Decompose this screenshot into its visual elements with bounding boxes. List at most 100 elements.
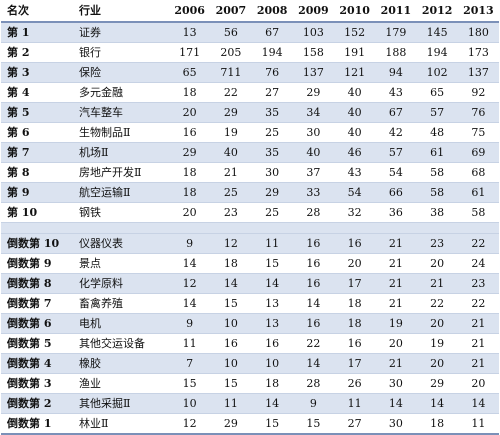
value-cell: 179 (375, 22, 417, 43)
value-cell: 29 (251, 182, 293, 203)
value-cell: 33 (292, 182, 334, 203)
value-cell: 29 (416, 373, 458, 394)
value-cell: 15 (210, 293, 252, 314)
value-cell: 12 (169, 413, 211, 435)
industry-cell: 保险 (73, 62, 169, 83)
table-row: 倒数第 5 其他交运设备 11 16 16 22 16 20 19 21 (1, 333, 499, 354)
value-cell: 15 (210, 373, 252, 394)
value-cell: 191 (334, 42, 376, 63)
value-cell: 20 (375, 333, 417, 354)
value-cell: 103 (292, 22, 334, 43)
value-cell: 29 (210, 102, 252, 123)
value-cell: 19 (210, 122, 252, 143)
industry-cell: 化学原料 (73, 273, 169, 294)
value-cell: 20 (169, 102, 211, 123)
table-row: 倒数第 7 畜禽养殖 14 15 13 14 18 21 22 22 (1, 293, 499, 314)
rank-cell: 倒数第 3 (1, 373, 73, 394)
value-cell: 12 (169, 273, 211, 294)
value-cell: 20 (416, 253, 458, 274)
value-cell: 14 (251, 393, 293, 414)
value-cell: 11 (457, 413, 499, 435)
value-cell: 57 (416, 102, 458, 123)
value-cell: 9 (169, 233, 211, 254)
value-cell: 21 (210, 162, 252, 183)
value-cell: 30 (251, 162, 293, 183)
industry-cell: 钢铁 (73, 202, 169, 223)
value-cell: 25 (251, 122, 293, 143)
value-cell: 67 (375, 102, 417, 123)
value-cell: 194 (251, 42, 293, 63)
spacer-cell (1, 222, 499, 234)
value-cell: 20 (457, 373, 499, 394)
header-row: 名次 行业 2006 2007 2008 2009 2010 2011 2012… (1, 0, 499, 23)
industry-cell: 汽车整车 (73, 102, 169, 123)
value-cell: 7 (169, 353, 211, 374)
value-cell: 10 (251, 353, 293, 374)
rank-cell: 第 8 (1, 162, 73, 183)
table-row: 第 10 钢铁 20 23 25 28 32 36 38 58 (1, 202, 499, 223)
value-cell: 11 (210, 393, 252, 414)
value-cell: 18 (169, 82, 211, 103)
value-cell: 173 (457, 42, 499, 63)
header-year: 2011 (375, 0, 417, 23)
table-row: 倒数第 6 电机 9 10 13 16 18 19 20 21 (1, 313, 499, 334)
value-cell: 21 (457, 333, 499, 354)
value-cell: 94 (375, 62, 417, 83)
header-year: 2012 (416, 0, 458, 23)
value-cell: 27 (251, 82, 293, 103)
rank-cell: 倒数第 5 (1, 333, 73, 354)
value-cell: 21 (375, 273, 417, 294)
industry-cell: 其他交运设备 (73, 333, 169, 354)
table-row: 第 3 保险 65 711 76 137 121 94 102 137 (1, 62, 499, 83)
value-cell: 16 (251, 333, 293, 354)
table-row: 倒数第 9 景点 14 18 15 16 20 21 20 24 (1, 253, 499, 274)
rank-cell: 倒数第 9 (1, 253, 73, 274)
industry-cell: 仪器仪表 (73, 233, 169, 254)
value-cell: 18 (169, 162, 211, 183)
industry-cell: 生物制品Ⅱ (73, 122, 169, 143)
value-cell: 194 (416, 42, 458, 63)
rank-cell: 第 4 (1, 82, 73, 103)
value-cell: 9 (169, 313, 211, 334)
value-cell: 10 (210, 313, 252, 334)
value-cell: 13 (251, 293, 293, 314)
value-cell: 75 (457, 122, 499, 143)
value-cell: 36 (375, 202, 417, 223)
industry-cell: 证券 (73, 22, 169, 43)
value-cell: 14 (457, 393, 499, 414)
value-cell: 18 (169, 182, 211, 203)
value-cell: 16 (292, 313, 334, 334)
value-cell: 102 (416, 62, 458, 83)
rank-cell: 第 6 (1, 122, 73, 143)
value-cell: 18 (251, 373, 293, 394)
value-cell: 37 (292, 162, 334, 183)
value-cell: 25 (251, 202, 293, 223)
value-cell: 14 (169, 253, 211, 274)
value-cell: 61 (457, 182, 499, 203)
rank-cell: 第 10 (1, 202, 73, 223)
value-cell: 35 (251, 142, 293, 163)
value-cell: 20 (334, 253, 376, 274)
value-cell: 61 (416, 142, 458, 163)
value-cell: 58 (457, 202, 499, 223)
value-cell: 13 (251, 313, 293, 334)
value-cell: 13 (169, 22, 211, 43)
rank-cell: 第 1 (1, 22, 73, 43)
value-cell: 32 (334, 202, 376, 223)
header-industry: 行业 (73, 0, 169, 23)
header-rank: 名次 (1, 0, 73, 23)
value-cell: 16 (210, 333, 252, 354)
value-cell: 158 (292, 42, 334, 63)
value-cell: 14 (251, 273, 293, 294)
value-cell: 171 (169, 42, 211, 63)
value-cell: 16 (334, 233, 376, 254)
value-cell: 24 (457, 253, 499, 274)
value-cell: 26 (334, 373, 376, 394)
table-body: 第 1 证券 13 56 67 103 152 179 145 180 第 2 银行 171 205 194… (1, 22, 499, 435)
value-cell: 58 (416, 182, 458, 203)
value-cell: 29 (292, 82, 334, 103)
value-cell: 28 (292, 373, 334, 394)
value-cell: 17 (334, 273, 376, 294)
value-cell: 30 (292, 122, 334, 143)
